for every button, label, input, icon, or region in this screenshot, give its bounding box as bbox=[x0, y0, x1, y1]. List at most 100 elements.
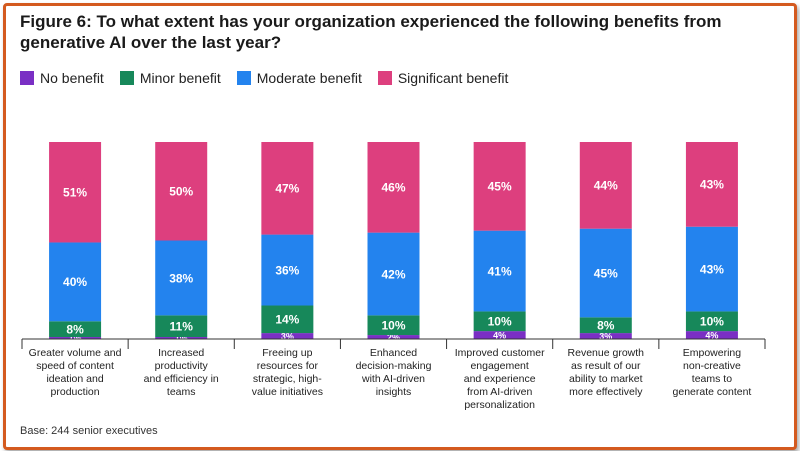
category-label-1-line-2: speed of content bbox=[36, 360, 114, 372]
legend-item-significant-benefit: Significant benefit bbox=[377, 70, 509, 86]
data-label-no-benefit-1: 1% bbox=[69, 333, 82, 343]
bar-segment-no-benefit-5 bbox=[473, 331, 526, 339]
bar-segment-minor-benefit-1 bbox=[49, 321, 102, 338]
category-label-5-line-4: from AI-driven bbox=[467, 386, 533, 398]
data-label-minor-benefit-5: 10% bbox=[488, 315, 512, 329]
category-label-2-line-4: teams bbox=[167, 386, 196, 398]
bar-segment-minor-benefit-5 bbox=[473, 311, 526, 332]
data-label-no-benefit-5: 4% bbox=[493, 330, 506, 340]
legend-item-no-benefit: No benefit bbox=[20, 70, 104, 86]
legend-label-minor-benefit: Minor benefit bbox=[139, 70, 221, 86]
category-label-4-line-4: insights bbox=[376, 386, 412, 398]
category-label-5-line-5: personalization bbox=[464, 399, 535, 411]
category-label-2-line-1: Increased bbox=[158, 347, 204, 359]
bar-segment-no-benefit-2 bbox=[155, 337, 208, 339]
category-label-5-line-2: engagement bbox=[470, 360, 528, 372]
bar-segment-minor-benefit-2 bbox=[155, 315, 208, 338]
legend-swatch-minor-benefit bbox=[119, 71, 134, 85]
legend-item-moderate-benefit: Moderate benefit bbox=[236, 70, 362, 86]
chart-title: Figure 6: To what extent has your organi… bbox=[20, 12, 722, 52]
data-label-significant-benefit-5: 45% bbox=[488, 180, 512, 194]
category-label-7-line-2: non-creative bbox=[683, 360, 741, 372]
data-label-no-benefit-6: 3% bbox=[599, 331, 612, 341]
data-label-moderate-benefit-7: 43% bbox=[700, 262, 724, 276]
bar-segment-significant-benefit-5 bbox=[473, 142, 526, 231]
legend: No benefit Minor benefit Moderate benefi… bbox=[20, 70, 524, 86]
bar-segment-moderate-benefit-3 bbox=[261, 234, 314, 306]
bar-segment-moderate-benefit-4 bbox=[367, 232, 420, 316]
data-label-no-benefit-7: 4% bbox=[705, 330, 718, 340]
category-label-4-line-2: decision-making bbox=[356, 360, 432, 372]
bar-segment-moderate-benefit-5 bbox=[473, 230, 526, 312]
category-label-6-line-3: ability to market bbox=[569, 373, 643, 385]
bar-segment-minor-benefit-6 bbox=[579, 317, 632, 334]
bar-segment-no-benefit-3 bbox=[261, 333, 314, 339]
category-label-3-line-3: strategic, high- bbox=[253, 373, 322, 385]
bar-segment-significant-benefit-3 bbox=[261, 142, 314, 235]
category-label-6-line-1: Revenue growth bbox=[568, 347, 645, 359]
legend-swatch-moderate-benefit bbox=[236, 71, 251, 85]
data-label-minor-benefit-2: 11% bbox=[170, 320, 194, 334]
data-label-no-benefit-3: 3% bbox=[281, 331, 294, 341]
category-label-7-line-1: Empowering bbox=[683, 347, 742, 359]
category-label-1-line-4: production bbox=[51, 386, 100, 398]
data-label-moderate-benefit-3: 36% bbox=[275, 263, 299, 277]
data-label-significant-benefit-6: 44% bbox=[594, 179, 618, 193]
bar-segment-significant-benefit-7 bbox=[685, 142, 738, 227]
bar-segment-minor-benefit-7 bbox=[685, 311, 738, 332]
legend-swatch-no-benefit bbox=[20, 71, 34, 85]
legend-label-moderate-benefit: Moderate benefit bbox=[256, 70, 362, 86]
data-label-significant-benefit-3: 47% bbox=[275, 182, 299, 196]
bar-segment-significant-benefit-1 bbox=[49, 142, 102, 243]
category-label-3-line-4: value initiatives bbox=[252, 386, 323, 398]
category-label-2-line-2: productivity bbox=[155, 360, 209, 372]
category-label-5-line-1: Improved customer bbox=[455, 347, 545, 359]
bar-segment-no-benefit-6 bbox=[579, 333, 632, 339]
legend-label-significant-benefit: Significant benefit bbox=[397, 70, 509, 86]
category-label-3-line-2: resources for bbox=[257, 360, 319, 372]
bar-segment-no-benefit-4 bbox=[367, 335, 420, 339]
data-label-moderate-benefit-4: 42% bbox=[381, 267, 405, 281]
category-label-7-line-4: generate content bbox=[673, 386, 752, 398]
bar-segment-moderate-benefit-6 bbox=[579, 228, 632, 318]
bar-segment-moderate-benefit-7 bbox=[685, 226, 738, 312]
data-label-no-benefit-4: 2% bbox=[387, 332, 400, 342]
data-label-minor-benefit-6: 8% bbox=[597, 319, 615, 333]
data-label-minor-benefit-3: 14% bbox=[275, 313, 299, 327]
bar-segment-no-benefit-1 bbox=[49, 337, 102, 339]
data-label-moderate-benefit-1: 40% bbox=[63, 275, 87, 289]
category-label-1-line-1: Greater volume and bbox=[29, 347, 122, 359]
bar-segment-significant-benefit-2 bbox=[155, 142, 208, 241]
category-label-2-line-3: and efficiency in bbox=[144, 373, 219, 385]
bar-segment-no-benefit-7 bbox=[685, 331, 738, 339]
data-label-significant-benefit-7: 43% bbox=[700, 178, 724, 192]
legend-label-no-benefit: No benefit bbox=[40, 70, 104, 86]
data-label-minor-benefit-4: 10% bbox=[381, 319, 405, 333]
data-label-moderate-benefit-6: 45% bbox=[594, 266, 618, 280]
bar-segment-minor-benefit-4 bbox=[367, 315, 420, 336]
legend-swatch-significant-benefit bbox=[377, 71, 392, 85]
bar-segment-moderate-benefit-1 bbox=[49, 242, 102, 322]
base-note: Base: 244 senior executives bbox=[20, 425, 158, 437]
data-label-minor-benefit-1: 8% bbox=[66, 322, 84, 336]
category-label-6-line-4: more effectively bbox=[569, 386, 643, 398]
data-label-moderate-benefit-5: 41% bbox=[488, 264, 512, 278]
legend-item-minor-benefit: Minor benefit bbox=[119, 70, 221, 86]
bar-segment-minor-benefit-3 bbox=[261, 305, 314, 334]
category-label-3-line-1: Freeing up bbox=[262, 347, 312, 359]
data-label-significant-benefit-1: 51% bbox=[63, 186, 87, 200]
data-label-moderate-benefit-2: 38% bbox=[169, 271, 193, 285]
category-label-4-line-1: Enhanced bbox=[370, 347, 417, 359]
bar-segment-moderate-benefit-2 bbox=[155, 240, 208, 316]
data-label-no-benefit-2: 1% bbox=[175, 333, 188, 343]
bar-segment-significant-benefit-6 bbox=[579, 142, 632, 229]
category-label-1-line-3: ideation and bbox=[46, 373, 103, 385]
category-label-6-line-2: as result of our bbox=[571, 360, 641, 372]
category-label-4-line-3: with AI-driven bbox=[361, 373, 425, 385]
data-label-minor-benefit-7: 10% bbox=[700, 315, 724, 329]
category-label-7-line-3: teams to bbox=[692, 373, 732, 385]
data-label-significant-benefit-2: 50% bbox=[169, 185, 193, 199]
category-label-5-line-3: and experience bbox=[464, 373, 536, 385]
data-label-significant-benefit-4: 46% bbox=[381, 181, 405, 195]
